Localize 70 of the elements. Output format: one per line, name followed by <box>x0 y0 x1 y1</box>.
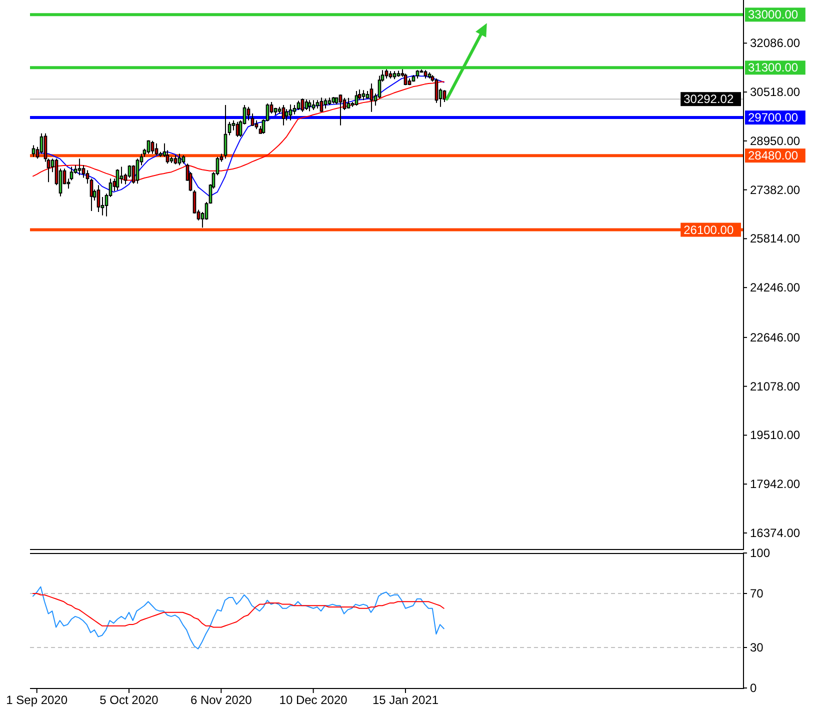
candlestick <box>116 168 120 191</box>
ref-line-label: 26100.00 <box>684 222 734 237</box>
candlestick <box>362 90 366 101</box>
x-tick-label: 1 Sep 2020 <box>6 693 68 707</box>
candlestick <box>182 154 186 164</box>
y-tick-label: 100 <box>750 546 770 560</box>
candlestick <box>236 121 240 138</box>
x-tick-label: 6 Nov 2020 <box>190 693 252 707</box>
y-tick-label: 17942.00 <box>750 477 800 492</box>
ref-line-label: 30292.02 <box>684 92 734 106</box>
candlestick <box>320 97 324 112</box>
candlestick <box>324 98 328 109</box>
candlestick <box>288 104 292 121</box>
x-tick-label: 5 Oct 2020 <box>100 693 159 707</box>
y-tick-label: 30518.00 <box>750 85 800 100</box>
y-tick-label: 24246.00 <box>750 280 800 295</box>
candlestick <box>370 83 374 112</box>
y-tick-label: 0 <box>750 681 757 695</box>
line-series <box>32 593 444 628</box>
candlestick <box>332 96 336 104</box>
ref-line-label: 29700.00 <box>748 110 798 125</box>
x-tick-label: 15 Jan 2021 <box>372 693 439 707</box>
candlestick <box>96 184 100 212</box>
x-tick-label: 10 Dec 2020 <box>279 693 348 707</box>
ref-line-label: 33000.00 <box>748 8 798 22</box>
candlestick <box>392 70 396 80</box>
candlestick <box>224 104 228 160</box>
candlestick <box>90 178 94 212</box>
candlestick <box>296 100 300 111</box>
candlestick <box>308 100 312 112</box>
candlestick <box>304 98 308 111</box>
y-tick-label: 19510.00 <box>750 428 800 442</box>
line-series <box>32 586 444 650</box>
candlestick <box>346 97 350 109</box>
ref-line-label: 31300.00 <box>748 60 798 75</box>
candlestick <box>178 153 182 166</box>
candlestick <box>250 112 254 126</box>
y-tick-label: 22646.00 <box>750 330 800 344</box>
y-tick-label: 27382.00 <box>750 182 800 197</box>
candlestick <box>328 97 332 106</box>
candlestick <box>150 140 154 154</box>
candlestick <box>434 78 438 104</box>
candlestick <box>228 121 232 136</box>
candlestick <box>78 158 82 176</box>
candlestick <box>312 100 316 111</box>
y-tick-label: 21078.00 <box>750 379 800 394</box>
candlestick <box>146 140 150 154</box>
candlestick <box>396 70 400 78</box>
candlestick <box>316 100 320 109</box>
y-tick-label: 70 <box>750 586 764 600</box>
y-tick-label: 25814.00 <box>750 232 800 246</box>
candlestick <box>354 90 358 106</box>
candlestick <box>300 98 304 112</box>
candlestick <box>246 106 250 121</box>
y-tick-label: 32086.00 <box>750 36 800 50</box>
candlestick <box>384 68 388 80</box>
ref-line-label: 28480.00 <box>748 148 798 163</box>
candlestick <box>388 70 392 80</box>
line-series <box>32 81 444 181</box>
candlestick <box>174 154 178 165</box>
y-tick-label: 28950.00 <box>750 134 800 148</box>
y-tick-label: 30 <box>750 640 764 654</box>
candlestick <box>154 142 158 156</box>
candlestick <box>428 72 432 80</box>
y-tick-label: 16374.00 <box>750 526 800 540</box>
candlestick <box>282 104 286 126</box>
candlestick <box>404 73 408 86</box>
candlestick <box>32 144 36 158</box>
candlestick <box>338 94 342 126</box>
candlestick <box>424 70 428 80</box>
